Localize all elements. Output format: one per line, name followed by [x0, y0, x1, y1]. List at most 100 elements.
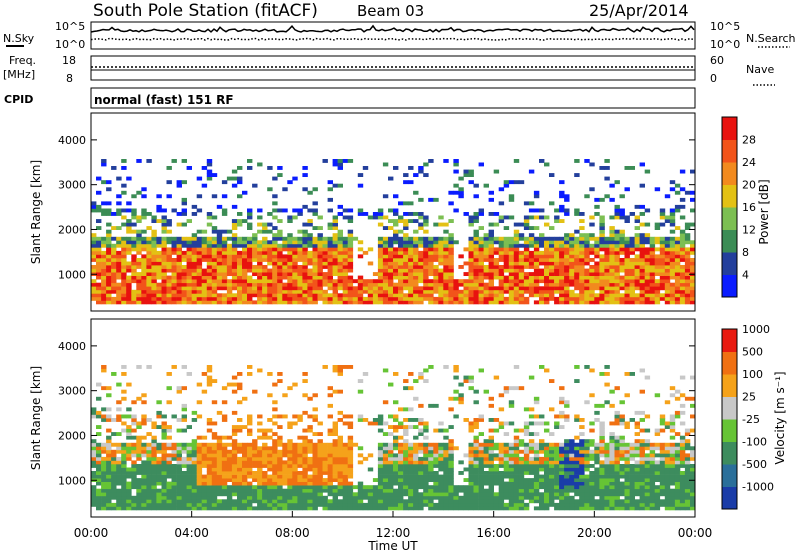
- velocity-cell: [609, 471, 615, 475]
- velocity-cell: [131, 421, 137, 426]
- power-cell: [614, 247, 620, 252]
- power-cell: [231, 254, 238, 259]
- power-cell: [292, 243, 298, 248]
- velocity-cell: [393, 495, 399, 500]
- velocity-cell: [599, 460, 605, 465]
- power-cell: [171, 296, 177, 301]
- velocity-cell: [423, 474, 429, 479]
- velocity-cell: [503, 481, 510, 486]
- velocity-cell: [307, 442, 313, 447]
- velocity-cell: [377, 492, 384, 497]
- power-cell: [96, 296, 102, 301]
- power-cell: [579, 279, 585, 284]
- velocity-cell: [428, 492, 434, 497]
- velocity-cell: [312, 492, 318, 497]
- power-cell: [166, 250, 172, 255]
- power-cell: [292, 236, 298, 241]
- power-cell: [136, 261, 142, 266]
- power-cell: [523, 258, 530, 262]
- power-cell: [257, 254, 263, 259]
- power-cell: [508, 268, 515, 273]
- power-cell: [609, 282, 615, 287]
- power-cell: [101, 208, 107, 213]
- power-cell: [549, 250, 555, 255]
- power-cell: [408, 300, 414, 305]
- velocity-cell: [211, 478, 218, 482]
- velocity-cell: [398, 478, 404, 482]
- power-cell: [156, 293, 162, 298]
- power-cell: [382, 296, 389, 301]
- power-cell: [297, 208, 303, 213]
- power-cell: [277, 272, 283, 276]
- power-cell: [684, 275, 691, 280]
- power-cell: [206, 289, 213, 294]
- velocity-cell: [619, 502, 625, 507]
- velocity-cell: [463, 502, 469, 507]
- velocity-cell: [589, 485, 595, 490]
- velocity-cell: [221, 414, 228, 419]
- power-cell: [377, 279, 384, 284]
- velocity-cell: [166, 471, 172, 475]
- power-cell: [146, 293, 152, 298]
- power-cell: [433, 300, 439, 305]
- power-cell: [287, 265, 293, 269]
- power-cell: [242, 265, 248, 269]
- power-cell: [664, 300, 671, 305]
- velocity-cell: [564, 495, 570, 500]
- power-cell: [166, 236, 172, 241]
- velocity-cell: [443, 365, 449, 369]
- velocity-cell: [473, 460, 479, 465]
- velocity-cell: [106, 442, 112, 447]
- velocity-cell: [201, 499, 208, 504]
- velocity-cell: [554, 446, 560, 451]
- power-cell: [287, 219, 293, 223]
- power-cell: [96, 275, 102, 280]
- power-cell: [513, 275, 520, 280]
- cpid-label: CPID: [4, 93, 33, 106]
- power-cell: [629, 289, 635, 294]
- velocity-cell: [166, 428, 172, 433]
- power-cell: [559, 240, 565, 245]
- velocity-cell: [186, 460, 192, 465]
- power-cell: [674, 275, 681, 280]
- power-cell: [533, 289, 540, 294]
- velocity-cell: [493, 442, 500, 447]
- power-cell: [206, 293, 213, 298]
- power-cell: [609, 296, 615, 301]
- power-cell: [654, 258, 661, 262]
- velocity-cell: [347, 460, 354, 465]
- power-cell: [302, 282, 308, 287]
- power-cell: [116, 286, 122, 291]
- velocity-cell: [312, 478, 318, 482]
- power-cell: [428, 247, 434, 252]
- velocity-cell: [393, 439, 399, 444]
- power-cell: [312, 254, 318, 259]
- power-cell: [91, 233, 97, 238]
- power-cell: [639, 268, 645, 273]
- power-cell: [518, 282, 525, 287]
- velocity-cell: [231, 442, 238, 447]
- power-cell: [237, 176, 243, 181]
- power-cell: [418, 169, 424, 174]
- power-cell: [629, 272, 635, 276]
- power-cell: [614, 279, 620, 284]
- velocity-cell: [302, 471, 308, 475]
- velocity-cell: [382, 474, 389, 479]
- velocity-cell: [206, 474, 213, 479]
- power-cell: [312, 236, 318, 241]
- velocity-cell: [478, 456, 484, 461]
- velocity-cell: [91, 439, 97, 444]
- power-cell: [327, 240, 333, 245]
- velocity-cell: [186, 492, 192, 497]
- velocity-cell: [242, 478, 248, 482]
- velocity-cell: [216, 456, 223, 461]
- power-cell: [332, 300, 338, 305]
- power-cell: [211, 215, 218, 220]
- power-cell: [151, 272, 157, 276]
- velocity-cell: [111, 481, 117, 486]
- power-cell: [106, 286, 112, 291]
- power-cell: [242, 219, 248, 223]
- velocity-cell: [136, 467, 142, 472]
- velocity-cell: [121, 421, 127, 426]
